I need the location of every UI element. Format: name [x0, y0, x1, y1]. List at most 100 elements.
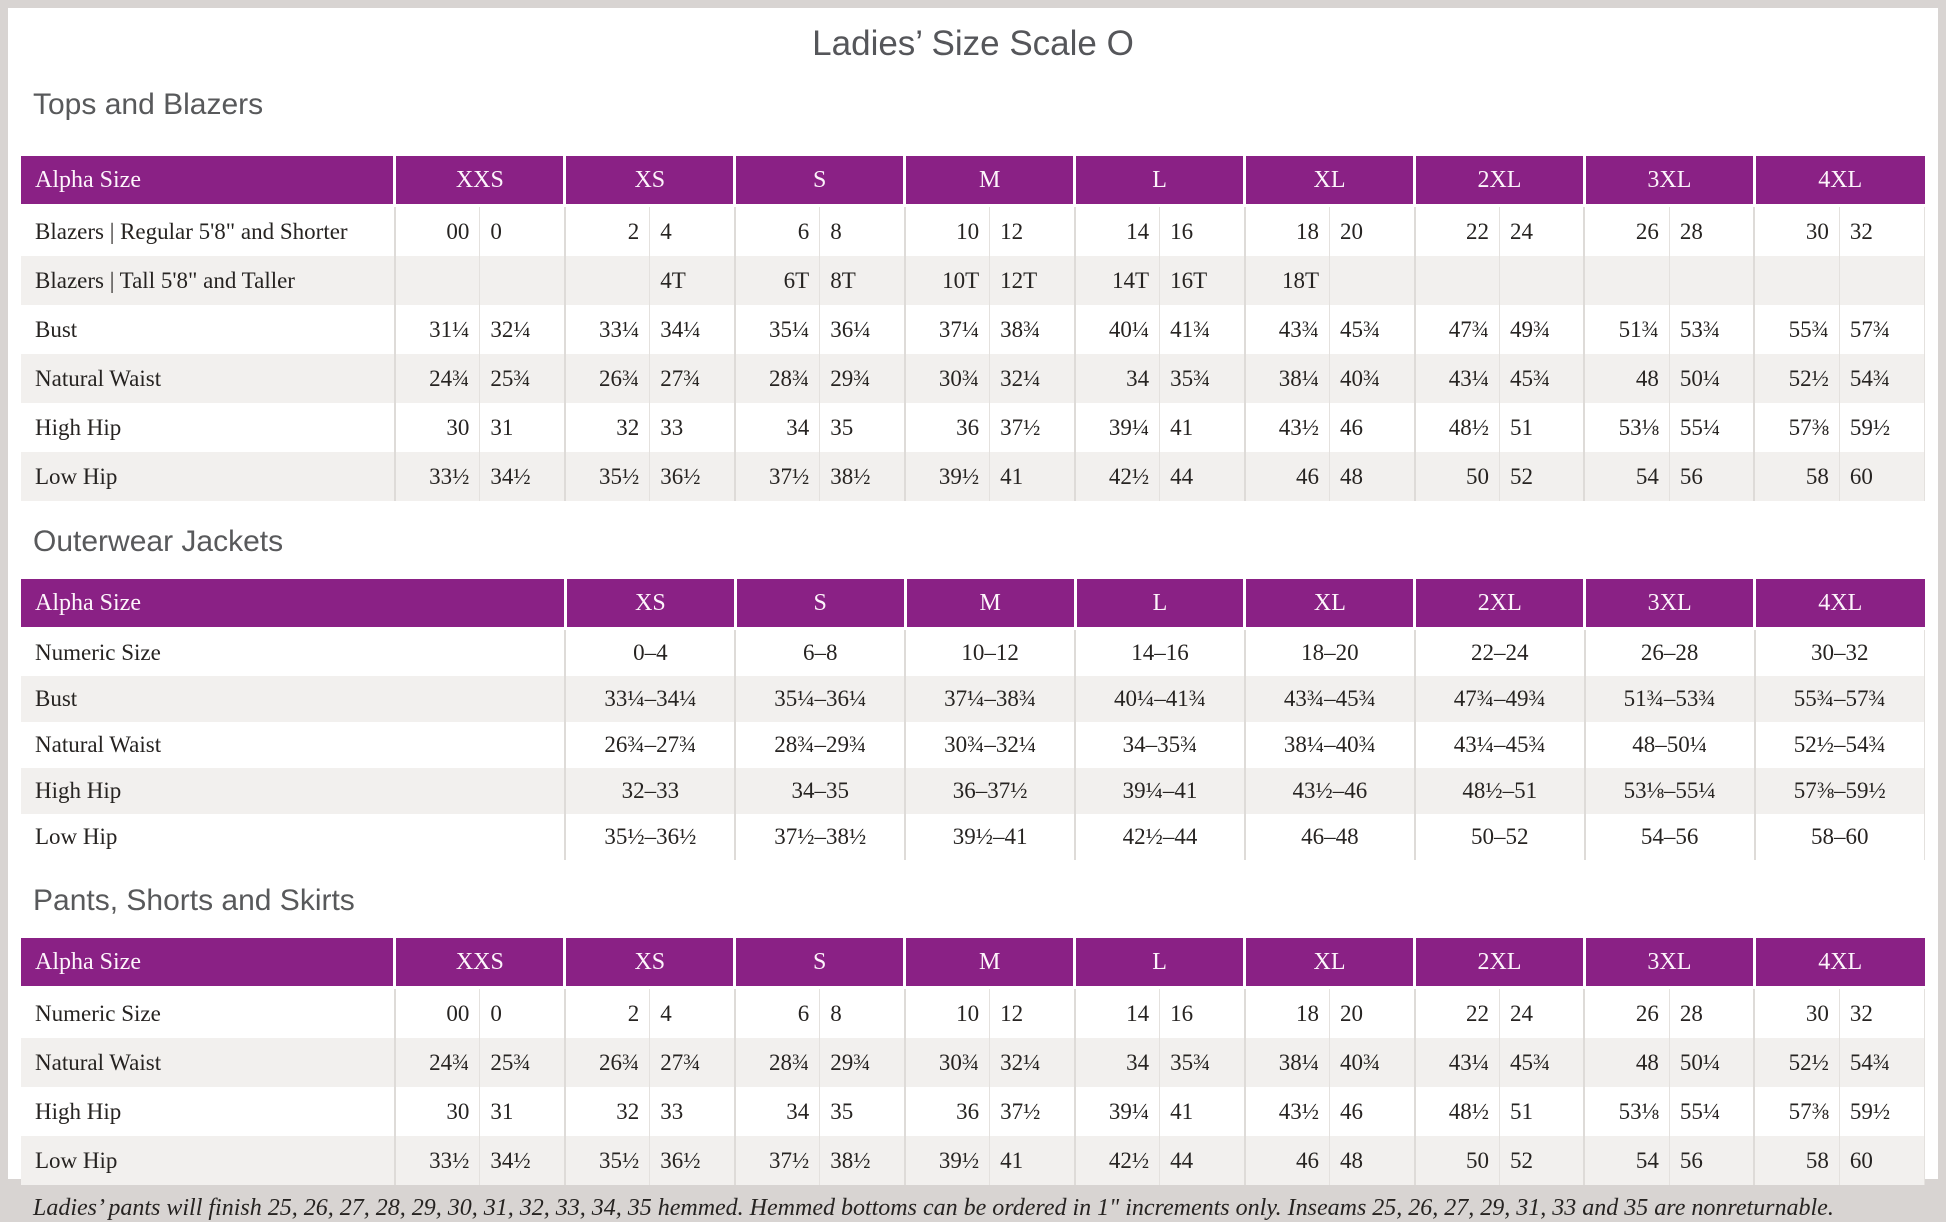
size-value: 32 — [1839, 988, 1924, 1039]
size-range-value: 57⅜–59½ — [1755, 768, 1925, 814]
size-value — [480, 256, 565, 305]
size-range-value: 36–37½ — [905, 768, 1075, 814]
size-value: 30 — [395, 1087, 480, 1136]
size-value: 14 — [1075, 206, 1160, 257]
size-value — [1669, 256, 1754, 305]
size-value: 52½ — [1754, 1038, 1839, 1087]
size-value: 48 — [1330, 1136, 1415, 1185]
row-label: Blazers | Regular 5'8" and Shorter — [21, 206, 395, 257]
size-value: 22 — [1415, 988, 1500, 1039]
size-range-value: 28¾–29¾ — [735, 722, 905, 768]
size-value — [1754, 256, 1839, 305]
page: Ladies’ Size Scale O Tops and Blazers Alp… — [8, 8, 1938, 1179]
size-value: 8 — [820, 206, 905, 257]
size-value: 51 — [1499, 403, 1584, 452]
size-value: 36 — [905, 403, 990, 452]
row-label: Numeric Size — [21, 629, 565, 677]
size-range-value: 22–24 — [1415, 629, 1585, 677]
size-value — [1499, 256, 1584, 305]
size-value: 56 — [1669, 1136, 1754, 1185]
row-label: Bust — [21, 305, 395, 354]
size-range-value: 47¾–49¾ — [1415, 676, 1585, 722]
size-value: 48½ — [1415, 1087, 1500, 1136]
row-label: Blazers | Tall 5'8" and Taller — [21, 256, 395, 305]
size-value: 34½ — [480, 1136, 565, 1185]
column-header-2xl: 2XL — [1415, 579, 1585, 629]
size-value: 39¼ — [1075, 1087, 1160, 1136]
row-label: High Hip — [21, 768, 565, 814]
size-value: 30¾ — [905, 354, 990, 403]
size-range-value: 46–48 — [1245, 814, 1415, 860]
row-label: Low Hip — [21, 452, 395, 501]
size-range-value: 52½–54¾ — [1755, 722, 1925, 768]
size-value — [1839, 256, 1924, 305]
size-value: 18 — [1245, 988, 1330, 1039]
size-range-value: 53⅛–55¼ — [1585, 768, 1755, 814]
size-value: 42½ — [1075, 1136, 1160, 1185]
size-value: 12 — [990, 988, 1075, 1039]
size-value: 33½ — [395, 1136, 480, 1185]
size-value — [395, 256, 480, 305]
size-range-value: 43¾–45¾ — [1245, 676, 1415, 722]
column-header-4xl: 4XL — [1754, 156, 1924, 206]
size-value: 35¾ — [1160, 1038, 1245, 1087]
size-value: 32 — [565, 1087, 650, 1136]
column-header-l: L — [1075, 579, 1245, 629]
size-value: 45¾ — [1499, 1038, 1584, 1087]
size-value: 41 — [1160, 403, 1245, 452]
size-value: 34 — [1075, 354, 1160, 403]
size-value: 4 — [650, 206, 735, 257]
column-header-2xl: 2XL — [1415, 938, 1585, 988]
size-value: 2 — [565, 988, 650, 1039]
row-label: Bust — [21, 676, 565, 722]
size-value — [565, 256, 650, 305]
size-value: 51 — [1499, 1087, 1584, 1136]
size-value: 46 — [1330, 403, 1415, 452]
size-value: 24 — [1499, 988, 1584, 1039]
size-value: 48 — [1584, 354, 1669, 403]
column-header-3xl: 3XL — [1585, 579, 1755, 629]
row-label: Natural Waist — [21, 1038, 395, 1087]
size-value: 42½ — [1075, 452, 1160, 501]
size-value: 32¼ — [990, 354, 1075, 403]
column-header-label: Alpha Size — [21, 938, 395, 988]
size-value: 58 — [1754, 1136, 1839, 1185]
size-value: 45¾ — [1499, 354, 1584, 403]
size-value: 6 — [735, 206, 820, 257]
size-value: 57⅜ — [1754, 403, 1839, 452]
size-value: 29¾ — [820, 354, 905, 403]
size-value: 38½ — [820, 452, 905, 501]
size-value: 50 — [1415, 452, 1500, 501]
size-value: 50 — [1415, 1136, 1500, 1185]
column-header-s: S — [735, 579, 905, 629]
size-value: 34 — [735, 1087, 820, 1136]
size-value: 35¼ — [735, 305, 820, 354]
section-heading-tops-and-blazers: Tops and Blazers — [21, 88, 1925, 122]
size-range-value: 54–56 — [1585, 814, 1755, 860]
size-value: 28¾ — [735, 1038, 820, 1087]
size-range-value: 33¼–34¼ — [565, 676, 735, 722]
size-value: 55¼ — [1669, 1087, 1754, 1136]
size-range-value: 42½–44 — [1075, 814, 1245, 860]
column-header-s: S — [735, 938, 905, 988]
size-value: 37½ — [735, 452, 820, 501]
size-range-value: 34–35 — [735, 768, 905, 814]
page-title: Ladies’ Size Scale O — [21, 24, 1925, 64]
column-header-xxs: XXS — [395, 938, 565, 988]
size-value: 32¼ — [990, 1038, 1075, 1087]
size-value: 40¼ — [1075, 305, 1160, 354]
size-value: 00 — [395, 206, 480, 257]
size-value: 14T — [1075, 256, 1160, 305]
size-value: 0 — [480, 988, 565, 1039]
size-value: 6T — [735, 256, 820, 305]
size-range-value: 48–50¼ — [1585, 722, 1755, 768]
size-value: 39½ — [905, 452, 990, 501]
size-value: 33¼ — [565, 305, 650, 354]
size-value: 46 — [1245, 452, 1330, 501]
size-value: 54 — [1584, 1136, 1669, 1185]
